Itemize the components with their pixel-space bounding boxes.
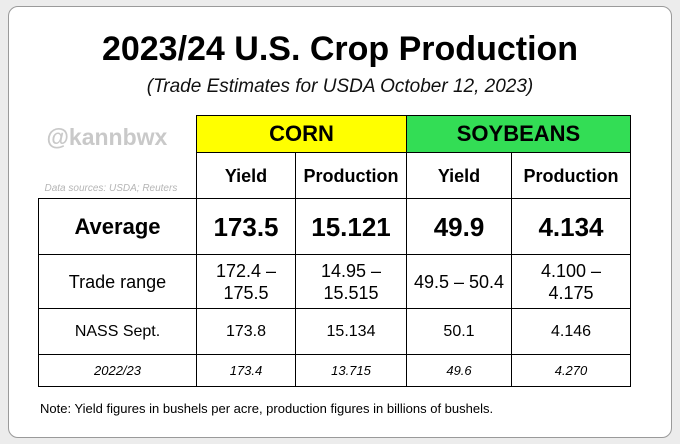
cell: 4.270 (511, 354, 631, 387)
sources: Data sources: USDA; Reuters (44, 182, 178, 194)
cell: 49.9 (406, 198, 512, 255)
row: Average 173.5 15.121 49.9 4.134 (38, 198, 631, 255)
cell: 4.100 – 4.175 (511, 254, 631, 309)
title: 2023/24 U.S. Crop Production (101, 30, 579, 68)
cell: 49.6 (406, 354, 512, 387)
row-label: Trade range (38, 254, 197, 309)
column-header: Yield (196, 152, 296, 199)
column-header: Yield (406, 152, 512, 199)
cell: 173.4 (196, 354, 296, 387)
cell: 13.715 (295, 354, 407, 387)
row-label: NASS Sept. (38, 308, 197, 355)
cell: 15.121 (295, 198, 407, 255)
corner: @kannbwx Data sources: USDA; Reuters (39, 116, 197, 199)
cell: 49.5 – 50.4 (406, 254, 512, 309)
cell: 15.134 (295, 308, 407, 355)
column-header: Production (295, 152, 407, 199)
table: @kannbwx Data sources: USDA; Reuters COR… (38, 115, 631, 387)
row: Trade range 172.4 – 175.5 14.95 – 15.515… (38, 254, 631, 309)
row: NASS Sept. 173.8 15.134 50.1 4.146 (38, 308, 631, 355)
cell: 4.134 (511, 198, 631, 255)
cell: 173.5 (196, 198, 296, 255)
group-row: @kannbwx Data sources: USDA; Reuters COR… (39, 115, 631, 194)
group-header: CORN (196, 115, 407, 153)
cell: 50.1 (406, 308, 512, 355)
cell: 172.4 – 175.5 (196, 254, 296, 309)
cell: 14.95 – 15.515 (295, 254, 407, 309)
cell: 173.8 (196, 308, 296, 355)
column-header: Production (511, 152, 631, 199)
cell: 4.146 (511, 308, 631, 355)
subtitle: (Trade Estimates for USDA October 12, 20… (146, 76, 534, 97)
note: Note: Yield figures in bushels per acre,… (40, 401, 494, 416)
row: 2022/23 173.4 13.715 49.6 4.270 (38, 354, 631, 387)
watermark: @kannbwx (46, 123, 168, 150)
row-label: Average (38, 198, 197, 255)
row-label: 2022/23 (38, 354, 197, 387)
group-header: SOYBEANS (406, 115, 631, 153)
